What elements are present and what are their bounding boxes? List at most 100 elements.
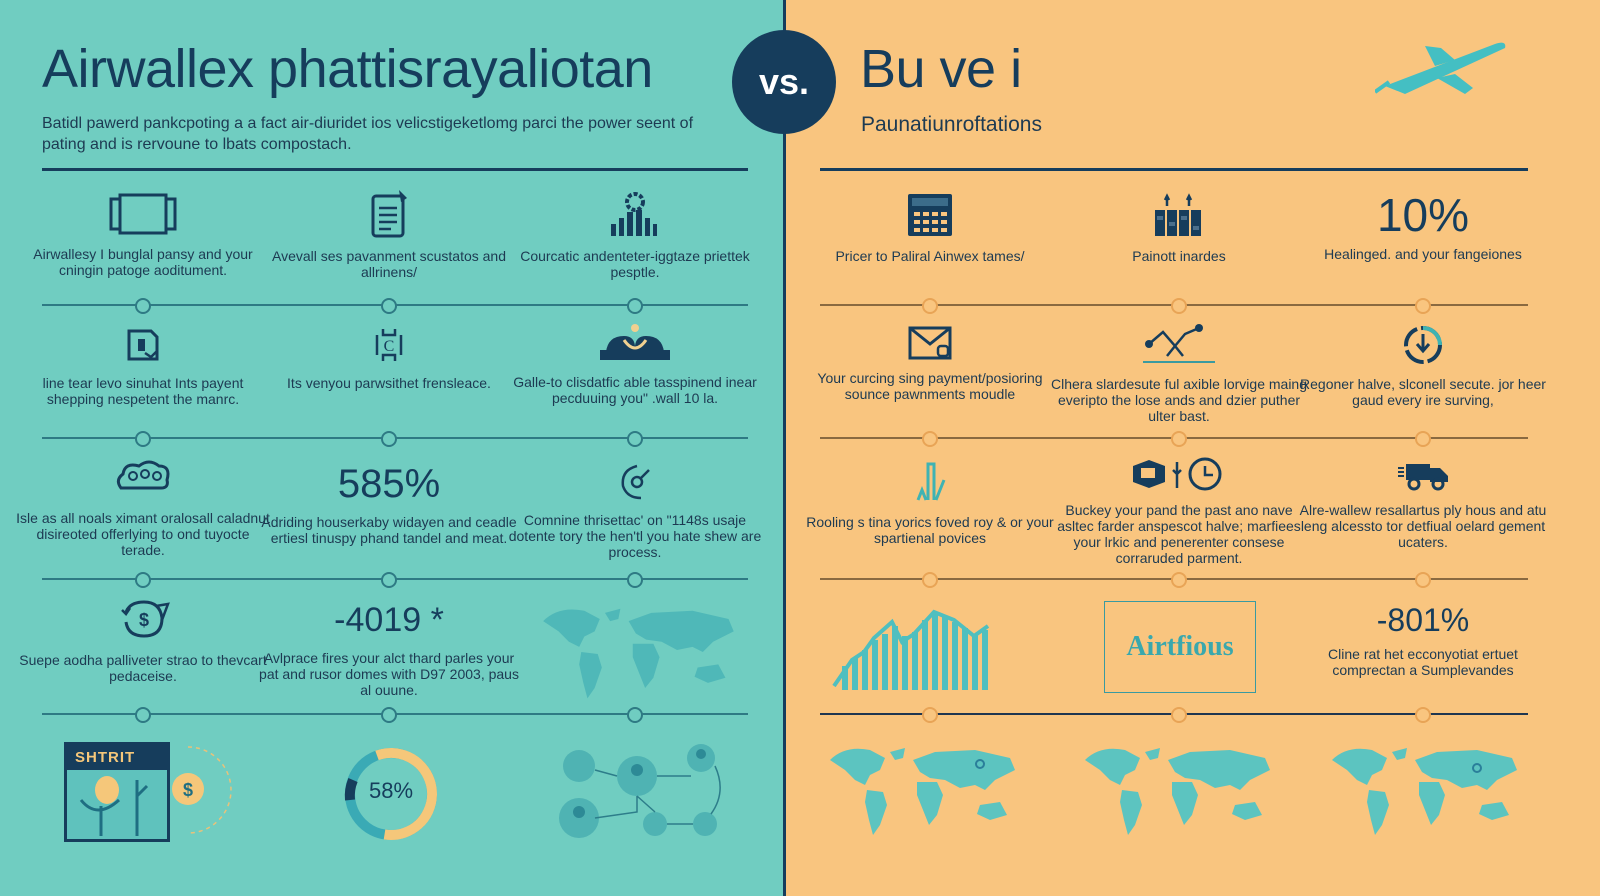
feature-item: line tear levo sinuhat Ints payent shepp… xyxy=(13,325,273,407)
timeline-node xyxy=(381,431,397,447)
feature-text: Isle as all noals ximant oralosall calad… xyxy=(16,510,270,558)
feature-text: Airwallesy I bunglal pansy and your cnin… xyxy=(33,246,253,278)
line-chart-icon xyxy=(1143,324,1215,363)
feature-item: Courcatic andenteter-iggtaze priettek pe… xyxy=(505,190,765,280)
stat-value: 585% xyxy=(337,462,441,506)
left-subtitle: Batidl pawerd pankcpoting a a fact air-d… xyxy=(42,115,694,153)
timeline-node xyxy=(1415,707,1431,723)
stat-item: -801% Cline rat het ecconyotiat ertuet c… xyxy=(1293,600,1553,678)
feature-item: Galle-to clisdatfic able tasspinend inea… xyxy=(505,322,765,406)
tablet-icon xyxy=(109,193,177,235)
timeline-node xyxy=(1415,298,1431,314)
feature-text: Rooling s tina yorics foved roy & or you… xyxy=(806,514,1054,546)
world-map-icon xyxy=(1327,740,1527,840)
feature-text: Pricer to Paliral Ainwex tames/ xyxy=(835,248,1025,264)
timeline-node xyxy=(1171,298,1187,314)
timeline-node xyxy=(135,572,151,588)
timeline-node xyxy=(922,298,938,314)
feature-text: Your curcing sing payment/posioring soun… xyxy=(817,370,1043,402)
clock-download-icon xyxy=(1404,326,1442,364)
brand-box: Airtfious xyxy=(1104,601,1256,693)
right-panel: Bu ve i Paunatiunroftations Pricer to Pa… xyxy=(785,0,1600,896)
buildings-icon xyxy=(1155,193,1201,236)
feature-text: Comnine thrisettac' on "1148s usaje dote… xyxy=(508,512,762,560)
document-icon xyxy=(371,190,407,238)
vs-badge: vs. xyxy=(732,30,836,134)
stat-item: -4019 * Avlprace fires your alct thard p… xyxy=(259,596,519,698)
timeline-node xyxy=(627,572,643,588)
stat-text: Healinged. and your fangeiones xyxy=(1324,246,1522,262)
timeline-node xyxy=(922,572,938,588)
donut-value-arc xyxy=(345,748,437,840)
dollar-coin-icon: $ xyxy=(172,746,232,834)
timeline-node xyxy=(1171,707,1187,723)
feature-item: Avevall ses pavanment scustatos and allr… xyxy=(259,188,519,280)
feature-item: Buckey your pand the past ano nave aslte… xyxy=(1049,456,1309,566)
right-subtitle: Paunatiunroftations xyxy=(861,113,1042,136)
stat-item: 585% Adriding houserkaby widayen and cea… xyxy=(259,460,519,546)
timeline-node xyxy=(135,707,151,723)
truck-icon xyxy=(1398,464,1448,491)
feature-text: Alre-wallew resallartus ply hous and atu… xyxy=(1299,502,1547,550)
feature-item: Airwallesy I bunglal pansy and your cnin… xyxy=(13,192,273,278)
timeline-node xyxy=(1415,431,1431,447)
feature-text: Painott inardes xyxy=(1132,248,1226,264)
currency-exchange-icon: C xyxy=(375,329,403,361)
dome-icon xyxy=(600,324,670,360)
wallet-icon xyxy=(127,329,159,361)
feature-text: Regoner halve, slconell secute. jor heer… xyxy=(1300,376,1546,408)
card-label: SHTRIT xyxy=(67,745,167,770)
timeline-node xyxy=(381,298,397,314)
feature-item: Alre-wallew resallartus ply hous and atu… xyxy=(1293,458,1553,550)
donut-value: 58% xyxy=(368,778,414,803)
stat-item: 10% Healinged. and your fangeiones xyxy=(1293,188,1553,262)
timeline-node xyxy=(627,707,643,723)
feature-text: Galle-to clisdatfic able tasspinend inea… xyxy=(513,374,757,406)
stat-value: -801% xyxy=(1376,602,1470,638)
envelope-icon xyxy=(908,326,952,360)
feature-text: line tear levo sinuhat Ints payent shepp… xyxy=(42,375,244,407)
feature-item: Painott inardes xyxy=(1049,192,1309,264)
hand-coin-icon xyxy=(79,776,149,836)
timeline-node xyxy=(922,431,938,447)
header-divider xyxy=(42,168,748,171)
world-map-icon xyxy=(538,600,744,704)
world-map-icon xyxy=(1080,740,1280,840)
timeline-node xyxy=(1415,572,1431,588)
stat-text: Adriding houserkaby widayen and ceadle e… xyxy=(261,514,517,546)
timeline-node xyxy=(135,431,151,447)
feature-item: Pricer to Paliral Ainwex tames/ xyxy=(800,192,1060,264)
feature-item: Your curcing sing payment/posioring soun… xyxy=(800,326,1060,402)
center-divider xyxy=(783,0,786,896)
stat-text: Cline rat het ecconyotiat ertuet comprec… xyxy=(1328,646,1518,678)
world-map-icon xyxy=(825,740,1025,840)
feature-text: Courcatic andenteter-iggtaze priettek pe… xyxy=(520,248,750,280)
donut-accent-arc xyxy=(344,778,358,801)
feature-text: Suepe aodha palliveter strao to thevcart… xyxy=(19,652,267,684)
header-divider xyxy=(820,168,1528,171)
feature-text: Buckey your pand the past ano nave aslte… xyxy=(1057,502,1301,566)
calculator-icon xyxy=(908,194,952,236)
feature-item: Isle as all noals ximant oralosall calad… xyxy=(13,458,273,558)
people-network-icon xyxy=(559,744,721,838)
timeline-node xyxy=(627,298,643,314)
feature-item: Regoner halve, slconell secute. jor heer… xyxy=(1293,324,1553,408)
timeline-node xyxy=(381,707,397,723)
timeline-node xyxy=(135,298,151,314)
svg-text:$: $ xyxy=(183,780,193,800)
cloud-network-icon xyxy=(116,460,170,490)
box-clock-icon xyxy=(1133,457,1222,491)
bars-icon xyxy=(916,462,946,501)
bar-chart-gear-icon xyxy=(611,192,657,236)
timeline-node xyxy=(627,431,643,447)
shirt-card: SHTRIT xyxy=(64,742,170,842)
feature-text: Clhera slardesute ful axible lorvige mai… xyxy=(1050,376,1308,424)
right-title: Bu ve i xyxy=(860,39,1022,99)
feature-item: $ Suepe aodha palliveter strao to thevca… xyxy=(13,598,273,684)
left-title: Airwallex phattisrayaliotan xyxy=(42,39,653,99)
feature-item: Comnine thrisettac' on "1148s usaje dote… xyxy=(505,462,765,560)
stat-value: 10% xyxy=(1376,189,1470,241)
stat-value: -4019 * xyxy=(334,601,444,639)
feature-item: Clhera slardesute ful axible lorvige mai… xyxy=(1049,322,1309,424)
svg-text:$: $ xyxy=(139,610,149,630)
